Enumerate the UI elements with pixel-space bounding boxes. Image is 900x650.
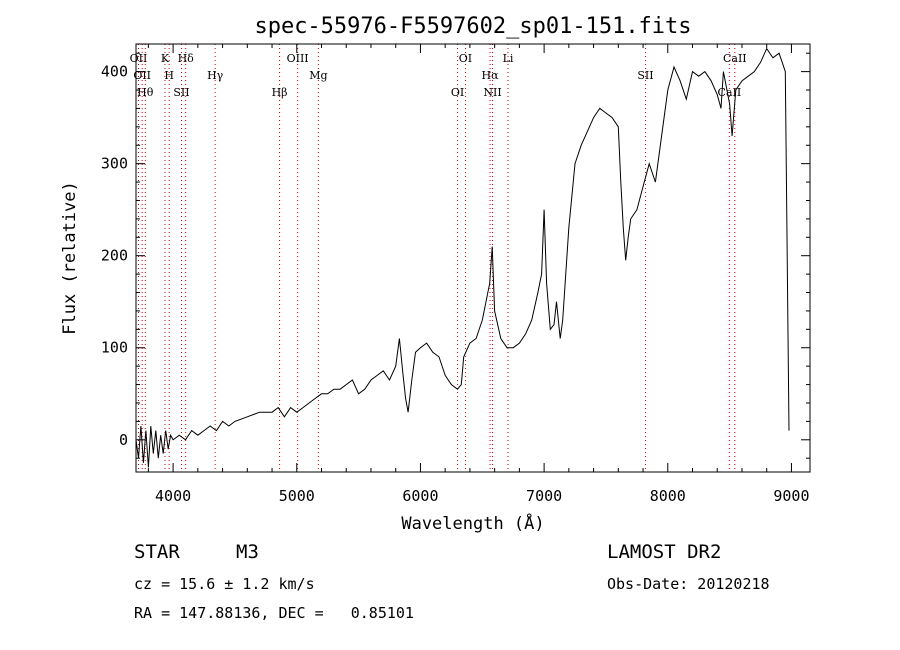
marker-label: Hα xyxy=(482,69,500,82)
marker-label: Hδ xyxy=(178,52,195,65)
marker-label: Li xyxy=(503,52,514,65)
marker-label: SII xyxy=(173,86,189,99)
x-tick-label: 5000 xyxy=(279,487,315,505)
marker-label: OII xyxy=(130,52,148,65)
y-tick-label: 300 xyxy=(101,155,128,173)
survey-name: LAMOST DR2 xyxy=(607,541,722,563)
chart-title: spec-55976-F5597602_sp01-151.fits xyxy=(254,14,691,39)
object-type: STAR xyxy=(134,541,180,563)
y-tick-label: 400 xyxy=(101,63,128,81)
plot-frame xyxy=(135,43,811,473)
spectrum-series-line xyxy=(135,47,790,468)
marker-label: CaII xyxy=(723,52,747,65)
marker-label: Hγ xyxy=(207,69,224,82)
marker-label: OIII xyxy=(287,52,309,65)
marker-label: OII xyxy=(133,69,151,82)
x-tick-label: 4000 xyxy=(155,487,191,505)
x-tick-label: 6000 xyxy=(402,487,438,505)
y-tick-label: 200 xyxy=(101,247,128,265)
marker-label: OI xyxy=(451,86,464,99)
observation-date: Obs-Date: 20120218 xyxy=(607,575,770,593)
object-subclass: M3 xyxy=(236,541,259,563)
y-axis-label: Flux (relative) xyxy=(60,181,80,335)
marker-label: Hβ xyxy=(272,86,288,99)
x-axis-label: Wavelength (Å) xyxy=(401,512,544,534)
x-tick-label: 7000 xyxy=(526,487,562,505)
y-tick-label: 100 xyxy=(101,339,128,357)
marker-label: K xyxy=(161,52,170,65)
y-tick-label: 0 xyxy=(119,431,128,449)
redshift-velocity: cz = 15.6 ± 1.2 km/s xyxy=(134,575,315,593)
marker-label: Mg xyxy=(309,69,327,82)
marker-label: OI xyxy=(459,52,472,65)
axis-tick-layer: 4000 5000 6000 7000 8000 9000 0 100 200 300 400 xyxy=(101,44,810,505)
marker-label: H xyxy=(164,69,174,82)
coordinates: RA = 147.88136, DEC = 0.85101 xyxy=(134,604,414,622)
x-tick-label: 9000 xyxy=(773,487,809,505)
x-tick-label: 8000 xyxy=(650,487,686,505)
marker-label: NII xyxy=(483,86,501,99)
marker-label: Hθ xyxy=(137,86,154,99)
marker-label: SII xyxy=(637,69,653,82)
